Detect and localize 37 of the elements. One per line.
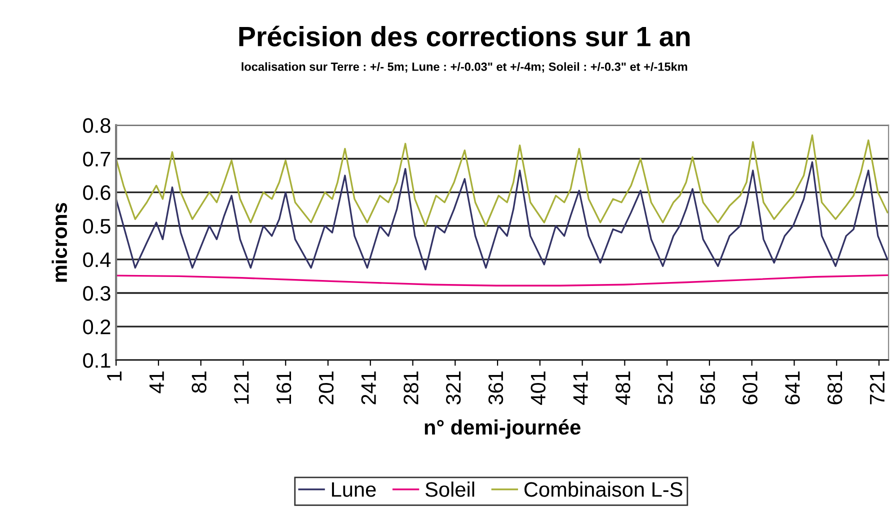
x-tick-label: 81 [192,372,206,393]
x-tick-label: 481 [616,372,630,405]
x-tick-label: 41 [150,372,164,394]
x-tick-label: 601 [742,372,758,404]
x-tick-label: 521 [658,372,673,404]
x-tick-label: 321 [446,372,461,405]
x-tick-label: 681 [827,372,842,404]
y-tick-label: 0.4 [83,252,111,268]
x-tick-label: 401 [530,372,546,405]
x-tick-label: 161 [276,372,292,404]
y-axis-title: microns [52,202,68,282]
chart-title: Précision des corrections sur 1 an [239,26,690,46]
x-tick-label: 641 [785,372,800,404]
legend-label: Soleil [426,482,474,497]
x-tick-label: 121 [234,372,249,404]
x-tick-label: 241 [361,372,376,404]
y-tick-label: 0.3 [83,286,110,301]
legend-label: Lune [332,482,376,497]
y-tick-label: 0.5 [83,218,110,234]
y-tick-label: 0.8 [83,118,110,133]
line-series [116,161,888,270]
y-tick-label: 0.7 [83,152,110,166]
x-tick-label: 561 [700,372,716,404]
chart-subtitle: localisation sur Terre : +/- 5m; Lune : +/-0.03" et +/-4m; Soleil : +/-0.3" et +/-15km [242,62,688,73]
x-axis-title: n° demi-journée [424,419,580,439]
x-tick-label: 361 [488,372,504,405]
line-series [116,134,888,227]
x-tick-label: 1 [107,372,122,381]
x-tick-label: 721 [870,372,884,404]
x-tick-label: 201 [318,372,334,404]
y-tick-label: 0.2 [83,320,110,334]
y-tick-label: 0.6 [83,185,110,200]
y-tick-label: 0.1 [83,353,110,368]
legend-label: Combinaison L-S [524,482,682,497]
x-tick-label: 441 [573,372,588,405]
line-series [116,274,888,286]
x-tick-label: 281 [404,372,418,404]
